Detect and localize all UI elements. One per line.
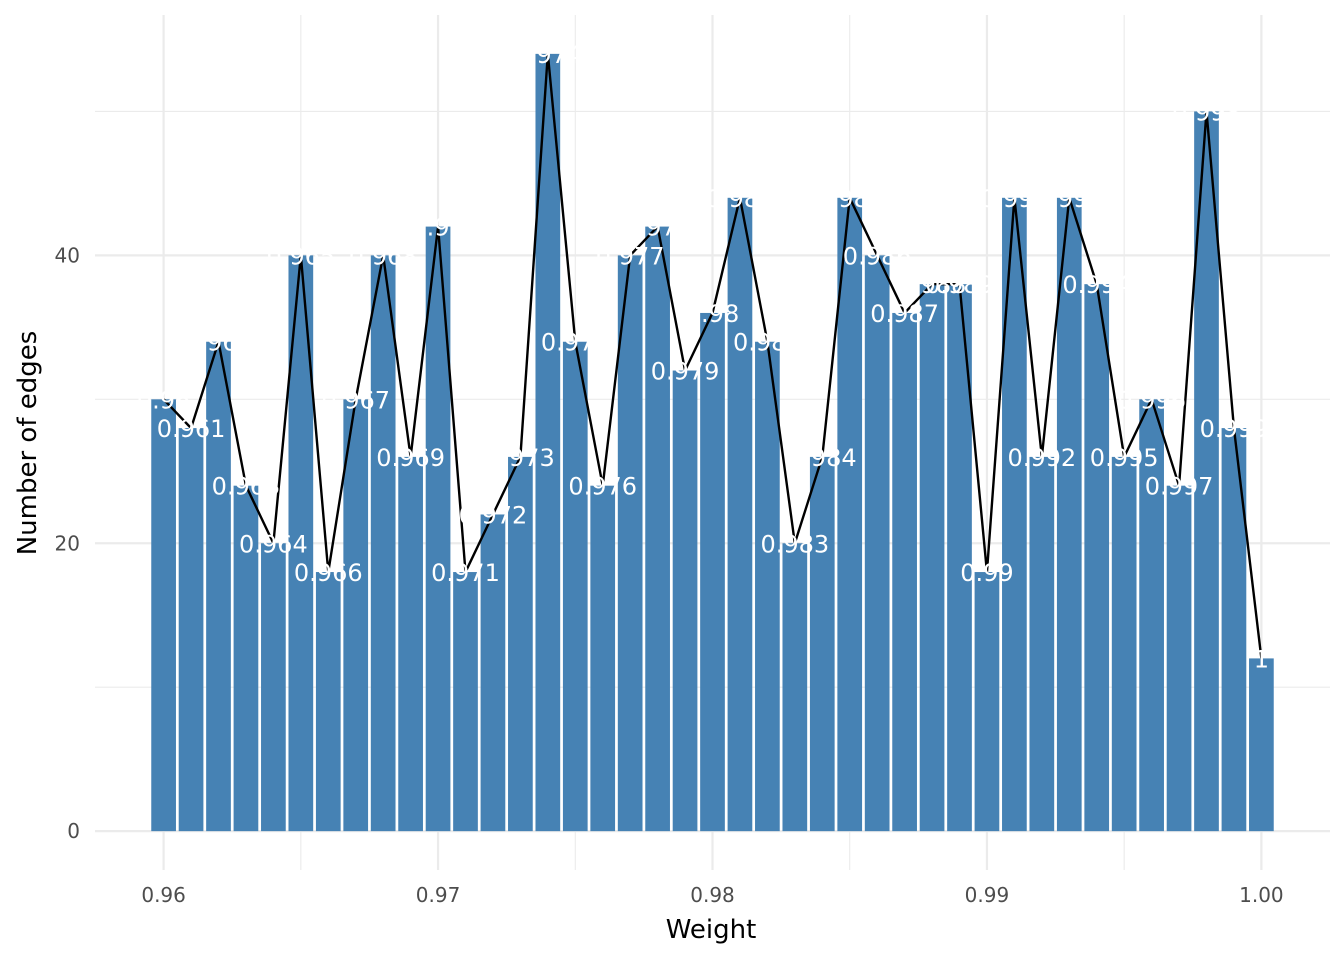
bar-label: 0.987 — [870, 300, 939, 328]
bar — [562, 341, 588, 832]
bar — [672, 370, 698, 832]
bar-label: 0.971 — [431, 559, 500, 587]
x-axis-title: Weight — [666, 915, 757, 945]
bar-label: 0.985 — [815, 185, 884, 213]
bar — [645, 226, 670, 832]
bar — [480, 514, 506, 832]
x-tick-label: 0.96 — [141, 883, 186, 907]
bar — [892, 312, 917, 832]
bar-label: 0.972 — [459, 501, 528, 529]
y-tick-label: 0 — [67, 819, 80, 843]
bar-label: 0.982 — [733, 329, 802, 357]
bar — [261, 543, 286, 832]
bar-label: 0.974 — [513, 41, 582, 69]
bar-label: 0.962 — [184, 329, 253, 357]
bar-label: 0.99 — [960, 559, 1013, 587]
bar — [809, 456, 835, 832]
bar-label: 0.975 — [541, 329, 610, 357]
bar-label: 0.964 — [239, 530, 308, 558]
bar — [370, 255, 396, 832]
bar-label: 0.98 — [686, 300, 739, 328]
bars — [151, 53, 1274, 832]
bar — [315, 572, 341, 832]
bar-label: 0.977 — [596, 242, 665, 270]
bar — [727, 197, 753, 832]
bar-label: 0.969 — [376, 444, 445, 472]
bar-label: 0.994 — [1062, 271, 1131, 299]
bar-label: 0.981 — [706, 185, 775, 213]
bar-label: 0.984 — [788, 444, 857, 472]
bar-label: 0.961 — [157, 415, 226, 443]
x-tick-label: 0.97 — [416, 883, 461, 907]
y-axis-title: Number of edges — [13, 331, 43, 556]
bar-label: 0.999 — [1200, 415, 1269, 443]
bar — [178, 428, 204, 832]
bar — [233, 485, 259, 832]
bar — [206, 341, 231, 832]
bar — [1139, 399, 1164, 832]
bar — [755, 341, 780, 832]
bar — [837, 197, 863, 832]
bar — [590, 485, 616, 832]
bar-label: 0.995 — [1090, 444, 1159, 472]
bar-label: 0.967 — [321, 386, 390, 414]
bar-label: 0.968 — [349, 242, 418, 270]
bar — [700, 312, 725, 832]
bar — [864, 255, 890, 832]
bar-label: 0.997 — [1145, 473, 1214, 501]
bar-label: 0.963 — [212, 473, 281, 501]
bar-label: 0.991 — [980, 185, 1049, 213]
bar-label: 1 — [1254, 645, 1269, 673]
bar-label: 0.965 — [266, 242, 335, 270]
axes: 0.96 0.97 0.98 0.99 1.00 0 20 40 — [55, 243, 1284, 907]
bar — [1002, 197, 1027, 832]
x-tick-label: 1.00 — [1239, 883, 1284, 907]
bar-label: 0.998 — [1172, 98, 1241, 126]
x-tick-label: 0.99 — [965, 883, 1010, 907]
bar — [1056, 197, 1082, 832]
bar — [1221, 428, 1247, 832]
bar — [1111, 456, 1137, 832]
bar-label: 0.96 — [137, 386, 190, 414]
bar-label: 0.986 — [843, 242, 912, 270]
bar — [1166, 485, 1192, 832]
bar — [425, 226, 451, 832]
x-tick-label: 0.98 — [690, 883, 735, 907]
bar-label: 0.978 — [623, 214, 692, 242]
bar-label: 0.973 — [486, 444, 555, 472]
bar — [1249, 658, 1274, 832]
bar — [453, 572, 478, 832]
bar-label: 0.966 — [294, 559, 363, 587]
bar-label: 0.979 — [651, 358, 720, 386]
y-tick-label: 40 — [55, 243, 80, 267]
bar-label: 0.988 — [898, 271, 967, 299]
bar — [1029, 456, 1055, 832]
bar — [974, 572, 1000, 832]
bar-label: 0.989 — [925, 271, 994, 299]
bar — [343, 399, 369, 832]
bar — [151, 399, 176, 832]
bar — [508, 456, 533, 832]
bar-labels: 0.960.961 0.962 0.963 0.964 0.965 0.966 0.967 0… — [137, 41, 1269, 674]
overlay-line-group — [162, 52, 1263, 659]
bar — [782, 543, 808, 832]
y-tick-label: 20 — [55, 531, 80, 555]
overlay-line — [162, 52, 1263, 659]
bar — [398, 456, 423, 832]
bar-label: 0.992 — [1007, 444, 1076, 472]
bar-label: 0.976 — [568, 473, 637, 501]
bar-label: 0.97 — [411, 214, 464, 242]
bar — [919, 284, 945, 832]
bar-label: 0.983 — [760, 530, 829, 558]
bar — [1084, 284, 1110, 832]
bar-label: 0.993 — [1035, 185, 1104, 213]
bar — [617, 255, 643, 832]
bar-label: 0.996 — [1117, 386, 1186, 414]
